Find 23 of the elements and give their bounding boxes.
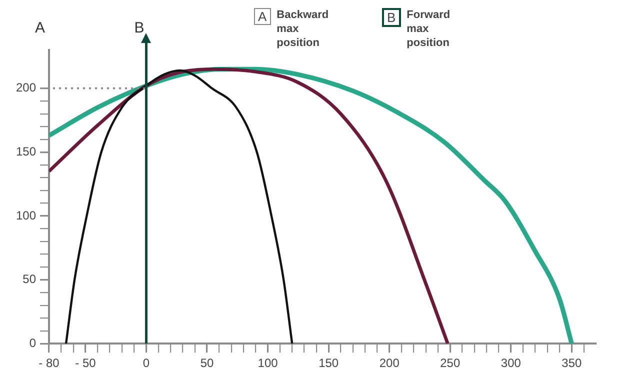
x-tick-label: 0 — [142, 356, 150, 370]
text: A — [254, 8, 271, 25]
line-series — [64, 69, 294, 344]
text: B — [382, 8, 401, 27]
x-tick-label: - 50 — [75, 356, 96, 370]
text: Backward max position — [276, 8, 330, 50]
x-tick-label: 100 — [258, 356, 278, 370]
line-series — [49, 67, 450, 344]
x-tick-label: 250 — [440, 356, 460, 370]
x-tick-label: 50 — [200, 356, 214, 370]
text: Forward max position — [406, 8, 452, 50]
x-tick-label: 200 — [379, 356, 400, 370]
x-tick-label: 150 — [318, 356, 339, 370]
x-tick-label: 350 — [562, 356, 582, 370]
y-tick-label: 100 — [16, 208, 36, 222]
ref-line-label: B — [134, 20, 144, 37]
y-tick-label: 50 — [22, 272, 36, 286]
y-tick-label: 0 — [29, 336, 36, 350]
y-tick-label: 200 — [16, 80, 36, 95]
x-tick-label: - 80 — [38, 356, 60, 370]
y-axis-title: A — [35, 20, 46, 37]
x-tick-label: 300 — [500, 356, 522, 370]
y-tick-label: 150 — [16, 144, 36, 158]
